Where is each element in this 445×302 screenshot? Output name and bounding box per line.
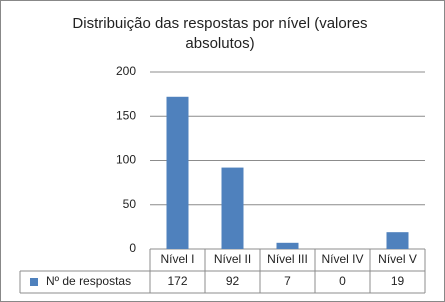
y-tick-label: 50: [123, 197, 137, 211]
legend-swatch: [30, 278, 38, 286]
bar: [386, 232, 409, 249]
x-tick-label: Nível III: [267, 252, 308, 266]
table-value: 7: [284, 274, 291, 288]
x-tick-label: Nível II: [214, 252, 251, 266]
table-value: 19: [391, 274, 405, 288]
x-tick-label: Nível V: [378, 252, 417, 266]
table-value: 92: [226, 274, 240, 288]
chart-title: Distribuição das respostas por nível (va…: [72, 15, 368, 52]
bar: [276, 242, 299, 249]
y-tick-label: 150: [116, 108, 136, 122]
x-tick-label: Nível IV: [321, 252, 363, 266]
legend-label: Nº de respostas: [46, 274, 131, 288]
y-tick-label: 0: [129, 241, 136, 255]
table-value: 172: [167, 274, 187, 288]
y-tick-label: 100: [116, 153, 136, 167]
bar: [166, 96, 189, 249]
table-value: 0: [339, 274, 346, 288]
bar: [221, 167, 244, 249]
x-tick-label: Nível I: [160, 252, 194, 266]
y-tick-label: 200: [116, 64, 136, 78]
